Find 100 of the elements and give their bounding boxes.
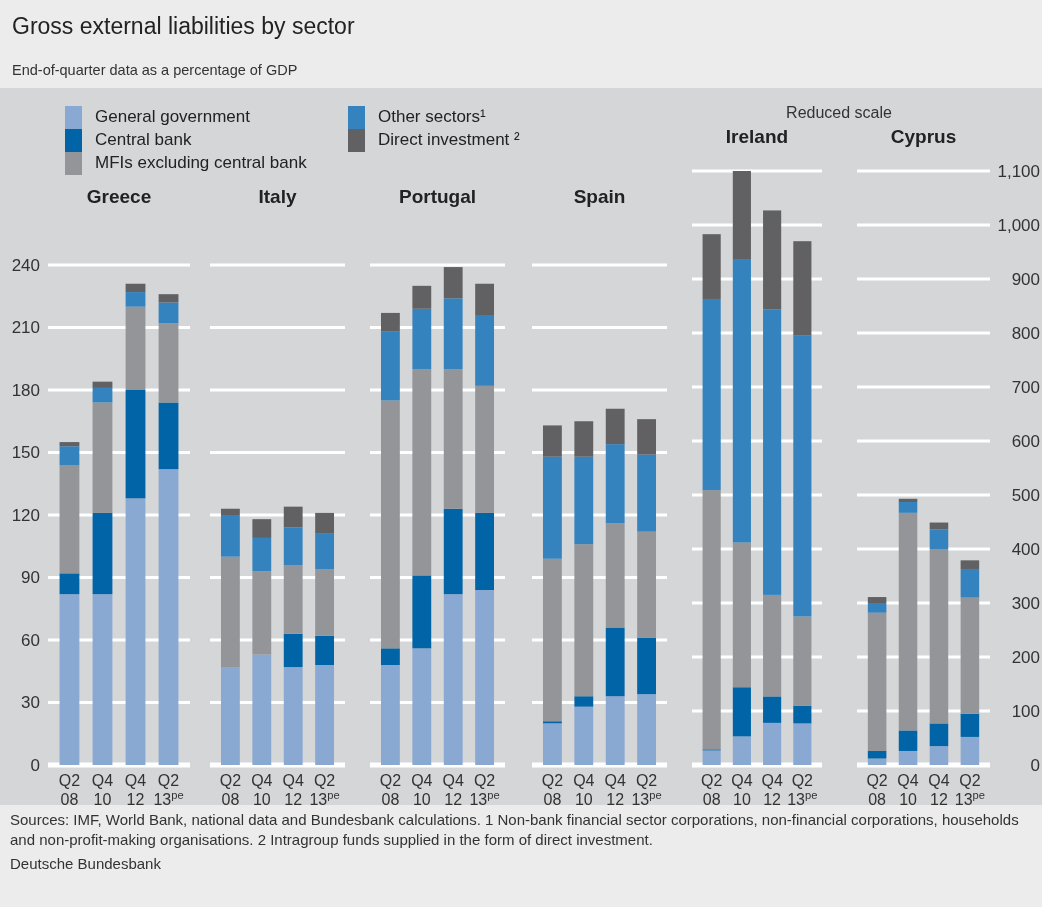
bar (898, 750, 918, 765)
bar (443, 508, 463, 595)
bar (542, 558, 562, 722)
x-tick-label: Q2 08 (58, 772, 81, 808)
chart-title: Cyprus (890, 126, 957, 147)
bar (59, 573, 80, 595)
bar (867, 603, 887, 613)
bar (867, 758, 887, 765)
bar (283, 506, 303, 528)
y2-tick-label: 700 (1011, 377, 1040, 397)
x-tick-label: Q4 12 (604, 772, 626, 808)
bar (574, 544, 594, 697)
bar (960, 713, 980, 737)
source-note: Sources: IMF, World Bank, national data and Bundesbank calculations. 1 Non-bank financial sector corporations, non-financial corporations, households and non-profit-making organisations. 2 Intragroup funds supplied in the form of direct investment. (10, 810, 1020, 850)
bar (252, 654, 272, 765)
bar (702, 490, 721, 750)
text: Deutsche Bundesbank (10, 854, 162, 874)
bar (574, 706, 594, 765)
bar (542, 721, 562, 724)
y2-tick-label: 1,100 (997, 161, 1040, 181)
y2-tick-label: 0 (1030, 755, 1040, 775)
bar (793, 335, 812, 617)
bar (220, 556, 240, 668)
bar (315, 569, 335, 636)
bar (637, 454, 657, 532)
bar (702, 234, 721, 299)
bar (380, 665, 400, 765)
bar (380, 312, 400, 332)
bar (793, 723, 812, 765)
bar (929, 522, 949, 530)
bar (92, 381, 113, 388)
bar (220, 515, 240, 557)
bar (158, 302, 179, 324)
bar (380, 400, 400, 649)
bar (960, 736, 980, 765)
text: Reduced scale (786, 104, 893, 121)
x-tick-label: Q4 12 (282, 772, 304, 808)
y-tick-label: 210 (11, 318, 40, 338)
bar (125, 283, 146, 293)
x-tick-label: Q2 13$^{pe}$ (153, 772, 184, 808)
y-tick-label: 60 (21, 630, 40, 650)
bar (929, 549, 949, 724)
bar (793, 241, 812, 336)
x-tick-label: Q4 12 (761, 772, 783, 808)
y-tick-label: 0 (30, 755, 40, 775)
bar (732, 736, 751, 765)
text: End-of-quarter data as a percentage of GDP (12, 62, 298, 78)
y2-tick-label: 500 (1011, 485, 1040, 505)
x-tick-label: Q4 12 (442, 772, 464, 808)
bar (605, 523, 625, 628)
bar (412, 648, 432, 765)
x-tick-label: Q4 12 (124, 772, 147, 808)
bar (929, 529, 949, 549)
bar (732, 171, 751, 260)
y2-tick-label: 1,000 (997, 215, 1040, 235)
bar (475, 590, 495, 765)
legend-label: Other sectors¹ (378, 107, 487, 126)
bar (793, 705, 812, 724)
bar (252, 537, 272, 572)
x-tick-label: Q2 13$^{pe}$ (787, 772, 818, 808)
bar (960, 568, 980, 598)
bar (605, 627, 625, 697)
y-tick-label: 30 (21, 693, 40, 713)
legend-label: Direct investment ² (378, 130, 521, 149)
bar (443, 369, 463, 509)
y-tick-label: 150 (11, 443, 40, 463)
bar (158, 469, 179, 765)
bar (702, 750, 721, 765)
bar (92, 512, 113, 595)
x-tick-label: Q2 13$^{pe}$ (631, 772, 662, 808)
bar (960, 560, 980, 569)
bar (125, 390, 146, 499)
x-tick-label: Q4 10 (897, 772, 919, 808)
bar (898, 730, 918, 751)
bar (637, 531, 657, 638)
bar (443, 267, 463, 299)
y2-tick-label: 600 (1011, 431, 1040, 451)
bar (732, 259, 751, 543)
bar (412, 575, 432, 649)
bar (732, 687, 751, 737)
bar (637, 419, 657, 455)
bar (867, 612, 887, 751)
x-tick-label: Q4 12 (928, 772, 950, 808)
bar (158, 323, 179, 403)
x-tick-label: Q4 10 (411, 772, 433, 808)
x-tick-label: Q2 13$^{pe}$ (469, 772, 500, 808)
bar (283, 633, 303, 668)
y-tick-label: 90 (21, 568, 40, 588)
bar (59, 442, 80, 447)
bar (283, 565, 303, 634)
y2-tick-label: 900 (1011, 269, 1040, 289)
bar (763, 722, 782, 765)
bar (315, 665, 335, 765)
y2-tick-label: 200 (1011, 647, 1040, 667)
chart-title: Greece (86, 186, 152, 207)
bar (605, 408, 625, 445)
bar (315, 635, 335, 665)
legend-label: Central bank (95, 130, 192, 149)
legend-label: MFIs excluding central bank (95, 153, 308, 172)
bar (92, 402, 113, 513)
